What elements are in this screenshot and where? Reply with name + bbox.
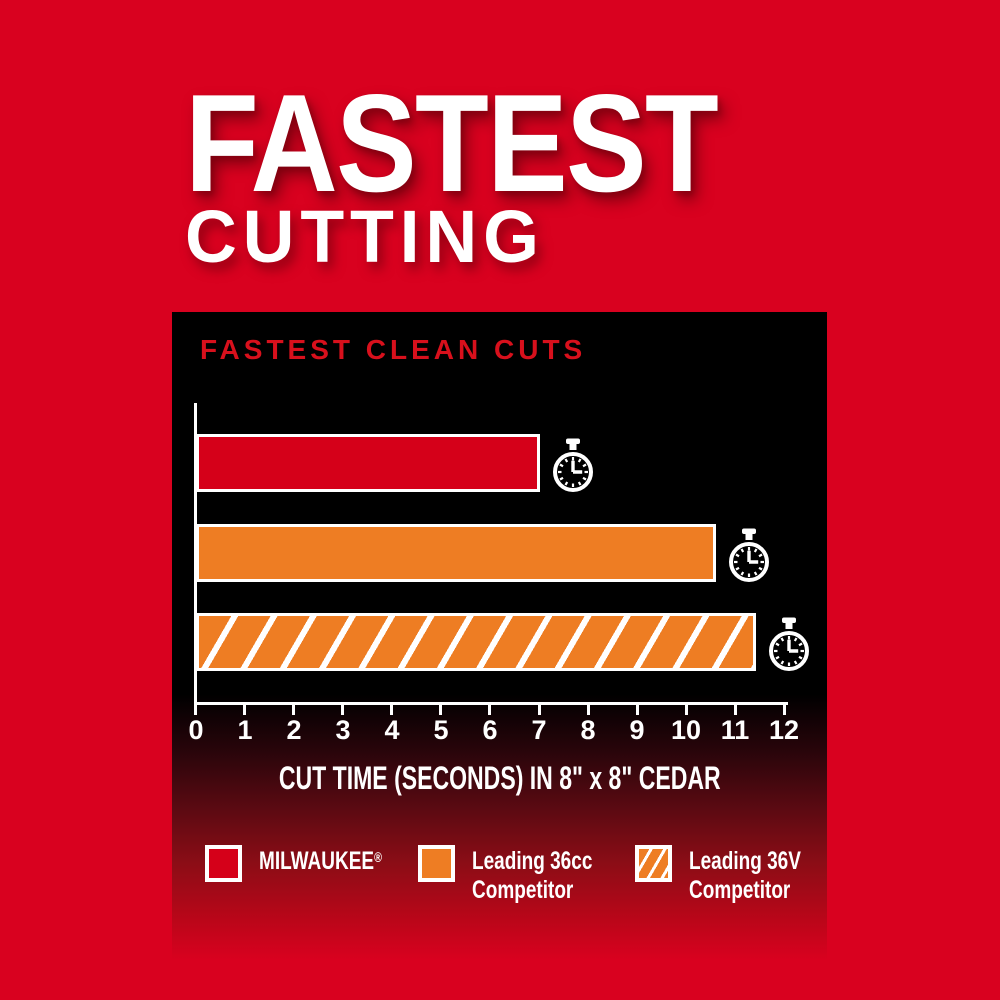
axis-tick-label: 12 [768, 715, 800, 745]
axis-tick-label: 0 [188, 715, 204, 745]
bar-row-milwaukee [196, 434, 595, 492]
axis-tick [390, 702, 393, 715]
legend-label: Leading 36V Competitor [689, 847, 801, 904]
axis-tick-label: 1 [237, 715, 253, 745]
axis-tick [194, 702, 197, 715]
axis-tick-label: 2 [286, 715, 302, 745]
stopwatch-icon [769, 617, 809, 671]
axis-tick [538, 702, 541, 715]
bar-milwaukee [196, 434, 540, 492]
axis-tick-label: 11 [720, 715, 750, 745]
axis-tick [685, 702, 688, 715]
legend-item-milwaukee: MILWAUKEE® [205, 845, 421, 882]
bar-leading-36v-competitor [196, 613, 756, 671]
legend-label: MILWAUKEE® [259, 847, 382, 875]
axis-tick-label: 8 [580, 715, 596, 745]
legend-item-36v-competitor: Leading 36V Competitor [635, 845, 836, 903]
page-title: FASTEST CUTTING [185, 74, 797, 274]
axis-tick [783, 702, 786, 715]
y-axis-line [194, 403, 197, 705]
legend-swatch-36cc-competitor [418, 845, 455, 882]
title-line-1: FASTEST [185, 66, 719, 221]
axis-tick [439, 702, 442, 715]
legend-swatch-36v-competitor [635, 845, 672, 882]
axis-tick-label: 10 [670, 715, 702, 745]
axis-tick-label: 3 [335, 715, 351, 745]
legend-label: Leading 36cc Competitor [472, 847, 593, 904]
axis-tick [292, 702, 295, 715]
axis-tick [341, 702, 344, 715]
axis-tick-label: 7 [531, 715, 547, 745]
legend-swatch-milwaukee [205, 845, 242, 882]
chart-panel: FASTEST CLEAN CUTS [172, 312, 827, 960]
chart-title: FASTEST CLEAN CUTS [200, 334, 587, 365]
x-axis-line [194, 702, 788, 705]
bar-row-leading-36v-competitor [196, 613, 811, 671]
x-axis-label: CUT TIME (SECONDS) IN 8" x 8" CEDAR [278, 760, 721, 796]
legend-item-36cc-competitor: Leading 36cc Competitor [418, 845, 630, 903]
axis-tick [243, 702, 246, 715]
axis-tick [587, 702, 590, 715]
axis-tick-label: 6 [482, 715, 498, 745]
axis-tick-label: 4 [384, 715, 400, 745]
stopwatch-icon [553, 438, 593, 492]
axis-tick [636, 702, 639, 715]
bar-leading-36cc-competitor [196, 524, 716, 582]
title-line-2: CUTTING [185, 195, 545, 278]
bar-row-leading-36cc-competitor [196, 524, 771, 582]
axis-tick-label: 9 [629, 715, 645, 745]
axis-tick-label: 5 [433, 715, 449, 745]
axis-tick [488, 702, 491, 715]
stopwatch-icon [729, 528, 769, 582]
registered-mark: ® [374, 849, 382, 865]
axis-tick [734, 702, 737, 715]
